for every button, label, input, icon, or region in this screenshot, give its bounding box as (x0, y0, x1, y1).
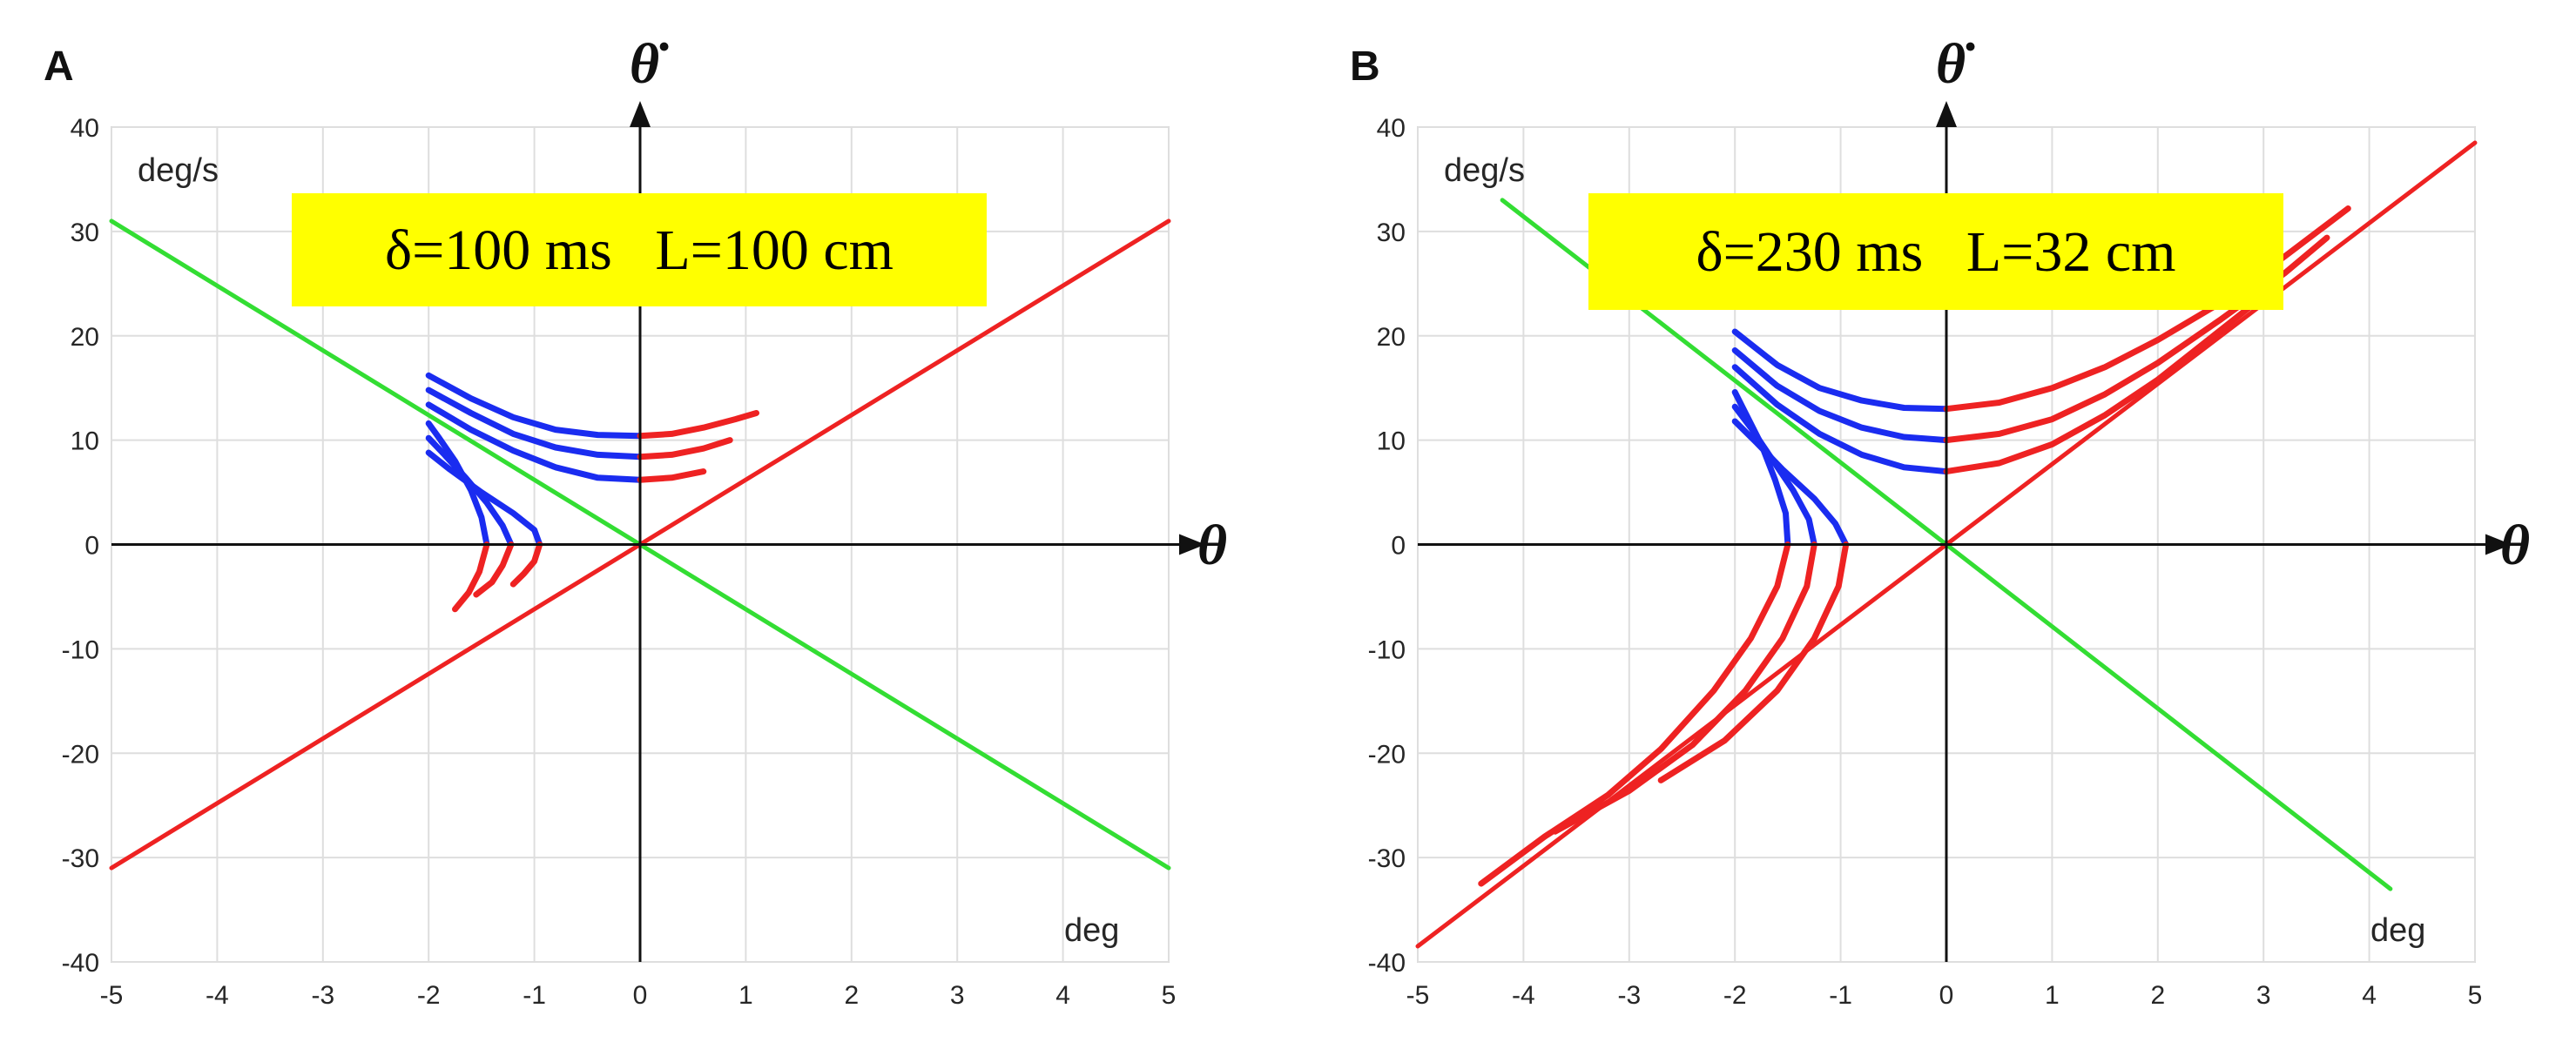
blue-trajectory-segment (425, 372, 644, 440)
y-tick-label: -20 (62, 740, 99, 769)
x-axis-symbol: θ (2500, 514, 2530, 577)
y-tick-label: 0 (84, 532, 99, 561)
red-trajectory-segment (509, 541, 543, 588)
x-tick-label: -5 (100, 981, 124, 1010)
red-trajectory-segment (452, 541, 490, 613)
x-tick-label: -1 (1829, 981, 1852, 1010)
red-trajectory-segment (1657, 541, 1850, 783)
red-trajectory-segment (637, 437, 733, 460)
x-tick-label: 3 (2256, 981, 2271, 1010)
y-tick-label: -30 (1368, 844, 1406, 873)
x-tick-label: 3 (950, 981, 965, 1010)
y-tick-label: -10 (62, 635, 99, 664)
y-axis-symbol: θ̇ (630, 32, 669, 96)
y-tick-label: 30 (1377, 218, 1406, 247)
blue-trajectory-segment (1731, 403, 1817, 548)
x-tick-label: 5 (2468, 981, 2483, 1010)
y-tick-label: -20 (1368, 740, 1406, 769)
annotation-box (292, 193, 987, 306)
y-tick-label: 10 (71, 427, 99, 456)
red-trajectory-segment (473, 541, 515, 598)
blue-trajectory-segment (1731, 418, 1850, 548)
red-trajectory-segment (1552, 541, 1817, 835)
panel-b: -5 -4 -3 -2 -1 0 1 2 3 4 5403020100-10-20-30-40deg… (1350, 32, 2530, 1010)
annotation-text: δ=230 ms L=32 cm (1696, 220, 2175, 284)
x-tick-label: 1 (738, 981, 753, 1010)
red-trajectory-segment (1943, 292, 2267, 475)
y-tick-label: 40 (71, 114, 99, 143)
annotation-text: δ=100 ms L=100 cm (385, 218, 894, 282)
y-tick-label: 20 (71, 323, 99, 352)
y-tick-label: 40 (1377, 114, 1406, 143)
y-axis-arrowhead (630, 101, 651, 127)
x-tick-label: 1 (2045, 981, 2060, 1010)
annotation-box (1588, 193, 2283, 310)
blue-trajectory-segment (1731, 328, 1950, 413)
x-tick-label: -3 (311, 981, 334, 1010)
x-tick-label: 4 (2362, 981, 2377, 1010)
y-tick-label: 20 (1377, 323, 1406, 352)
x-tick-label: 0 (633, 981, 648, 1010)
y-tick-label: -30 (62, 844, 99, 873)
y-tick-label: -40 (62, 949, 99, 978)
y-axis-symbol: θ̇ (1936, 32, 1975, 96)
blue-trajectory-segment (1731, 389, 1791, 548)
x-tick-label: -1 (523, 981, 546, 1010)
x-unit-label: deg (1064, 912, 1119, 949)
blue-trajectory-segment (425, 387, 644, 460)
x-tick-label: 4 (1055, 981, 1070, 1010)
x-tick-label: 0 (1939, 981, 1954, 1010)
blue-trajectory-segment (1731, 364, 1950, 475)
blue-trajectory-segment (1731, 347, 1950, 444)
red-trajectory-segment (637, 410, 759, 440)
blue-trajectory-segment (425, 401, 644, 483)
x-tick-label: -5 (1406, 981, 1430, 1010)
y-tick-label: 0 (1391, 532, 1406, 561)
y-tick-label: 30 (71, 218, 99, 247)
blue-trajectory-segment (425, 449, 543, 548)
y-tick-label: -40 (1368, 949, 1406, 978)
x-tick-label: 5 (1162, 981, 1177, 1010)
y-axis-arrowhead (1936, 101, 1957, 127)
x-tick-label: 2 (844, 981, 859, 1010)
x-tick-label: -2 (417, 981, 441, 1010)
x-tick-label: 2 (2150, 981, 2165, 1010)
x-axis-arrowhead (1179, 534, 1205, 555)
y-tick-label: -10 (1368, 635, 1406, 664)
y-unit-label: deg/s (138, 152, 219, 189)
x-axis-arrowhead (2485, 534, 2512, 555)
y-tick-label: 10 (1377, 427, 1406, 456)
x-tick-label: -3 (1617, 981, 1641, 1010)
x-axis-symbol: θ (1197, 514, 1227, 577)
panel-letter: A (44, 44, 74, 90)
panel-letter: B (1350, 44, 1380, 90)
y-unit-label: deg/s (1444, 152, 1525, 189)
panel-a: -5 -4 -3 -2 -1 0 1 2 3 4 5403020100-10-20-30-40deg… (44, 32, 1227, 1010)
x-tick-label: -4 (1512, 981, 1535, 1010)
x-tick-label: -4 (206, 981, 229, 1010)
x-tick-label: -2 (1723, 981, 1747, 1010)
x-unit-label: deg (2370, 912, 2425, 949)
red-trajectory-segment (637, 468, 707, 483)
